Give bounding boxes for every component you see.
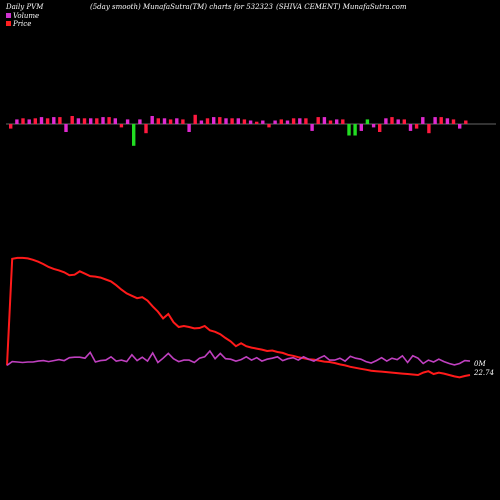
pvm-bar: [125, 119, 130, 124]
header-left: Daily PVM: [5, 3, 44, 11]
pvm-bar: [138, 119, 142, 124]
pvm-bar: [248, 120, 253, 124]
legend-volume-swatch: [6, 13, 11, 18]
pvm-bar: [402, 119, 406, 124]
pvm-bar: [341, 119, 345, 124]
pvm-bar: [384, 118, 388, 125]
pvm-bar: [45, 118, 50, 125]
pvm-bar: [310, 124, 314, 131]
pvm-bar: [273, 120, 277, 124]
pvm-bar: [298, 118, 302, 125]
pvm-bar: [433, 117, 437, 124]
pvm-bar: [9, 124, 13, 129]
pvm-bar: [451, 119, 456, 124]
pvm-bar: [82, 118, 87, 125]
pvm-bar: [458, 124, 462, 129]
pvm-bar: [58, 117, 62, 124]
pvm-bar: [396, 119, 400, 124]
pvm-bars: [9, 114, 468, 146]
pvm-bar: [89, 118, 93, 125]
pvm-bar: [353, 124, 357, 136]
legend-volume-label: Volume: [13, 12, 39, 20]
pvm-bar: [464, 120, 468, 124]
pvm-bar: [414, 124, 419, 129]
pvm-bar: [408, 124, 413, 131]
pvm-bar: [359, 124, 363, 131]
pvm-bar: [371, 124, 376, 128]
pvm-bar: [76, 118, 81, 125]
pvm-bar: [304, 118, 308, 125]
pvm-bar: [52, 117, 56, 124]
pvm-bar: [39, 117, 44, 124]
pvm-line: [6, 349, 471, 367]
pvm-bar: [322, 117, 327, 124]
legend-price-swatch: [6, 21, 11, 26]
pvm-bar: [224, 118, 228, 125]
legend-price-label: Price: [12, 20, 31, 28]
pvm-bar: [113, 118, 117, 125]
pvm-bar: [193, 114, 197, 124]
pvm-bar: [261, 120, 265, 124]
pvm-bar: [168, 119, 173, 124]
pvm-bar: [212, 117, 216, 124]
header-right: (SHIVA CEMENT) MunafaSutra.com: [276, 3, 407, 11]
pvm-bar: [181, 119, 185, 124]
pvm-bar: [445, 118, 450, 125]
pvm-bar: [267, 124, 271, 128]
pvm-bar: [335, 119, 339, 124]
pvm-bar: [285, 120, 290, 124]
pvm-bar: [242, 119, 247, 124]
pvm-bar: [70, 116, 74, 124]
pvm-bar: [150, 116, 154, 124]
pvm-bar: [95, 118, 99, 125]
pvm-bar: [119, 124, 124, 128]
pvm-bar: [132, 124, 136, 146]
pvm-bar: [64, 124, 68, 132]
end-label-volume: 0M: [474, 360, 486, 368]
header-middle: (5day smooth) MunafaSutra(TM) charts for…: [90, 3, 273, 11]
end-label-price: 22.74: [473, 369, 494, 377]
pvm-bar: [390, 117, 394, 124]
pvm-bar: [107, 117, 111, 124]
pvm-bar: [199, 120, 204, 124]
pvm-bar: [236, 118, 240, 125]
pvm-bar: [427, 124, 431, 134]
pvm-bar: [101, 117, 105, 124]
pvm-bar: [205, 118, 210, 125]
pvm-bar: [27, 119, 31, 124]
price-line: [6, 256, 471, 379]
pvm-bar: [421, 117, 425, 124]
pvm-bar: [21, 118, 25, 125]
pvm-bar: [365, 119, 370, 124]
pvm-bar: [316, 117, 320, 124]
pvm-bar: [378, 124, 382, 132]
pvm-bar: [162, 118, 167, 125]
pvm-bar: [156, 118, 160, 125]
pvm-bar: [218, 117, 222, 124]
pvm-bar: [144, 124, 148, 134]
pvm-bar: [439, 117, 443, 124]
pvm-bar: [175, 118, 179, 125]
pvm-bar: [33, 118, 37, 125]
pvm-bar: [291, 118, 296, 125]
pvm-bar: [187, 124, 191, 132]
pvm-bar: [279, 119, 283, 124]
pvm-bar: [230, 118, 234, 125]
pvm-bar: [328, 120, 333, 124]
pvm-bar: [255, 121, 259, 124]
pvm-bar: [15, 119, 19, 124]
pvm-bar: [347, 124, 351, 136]
